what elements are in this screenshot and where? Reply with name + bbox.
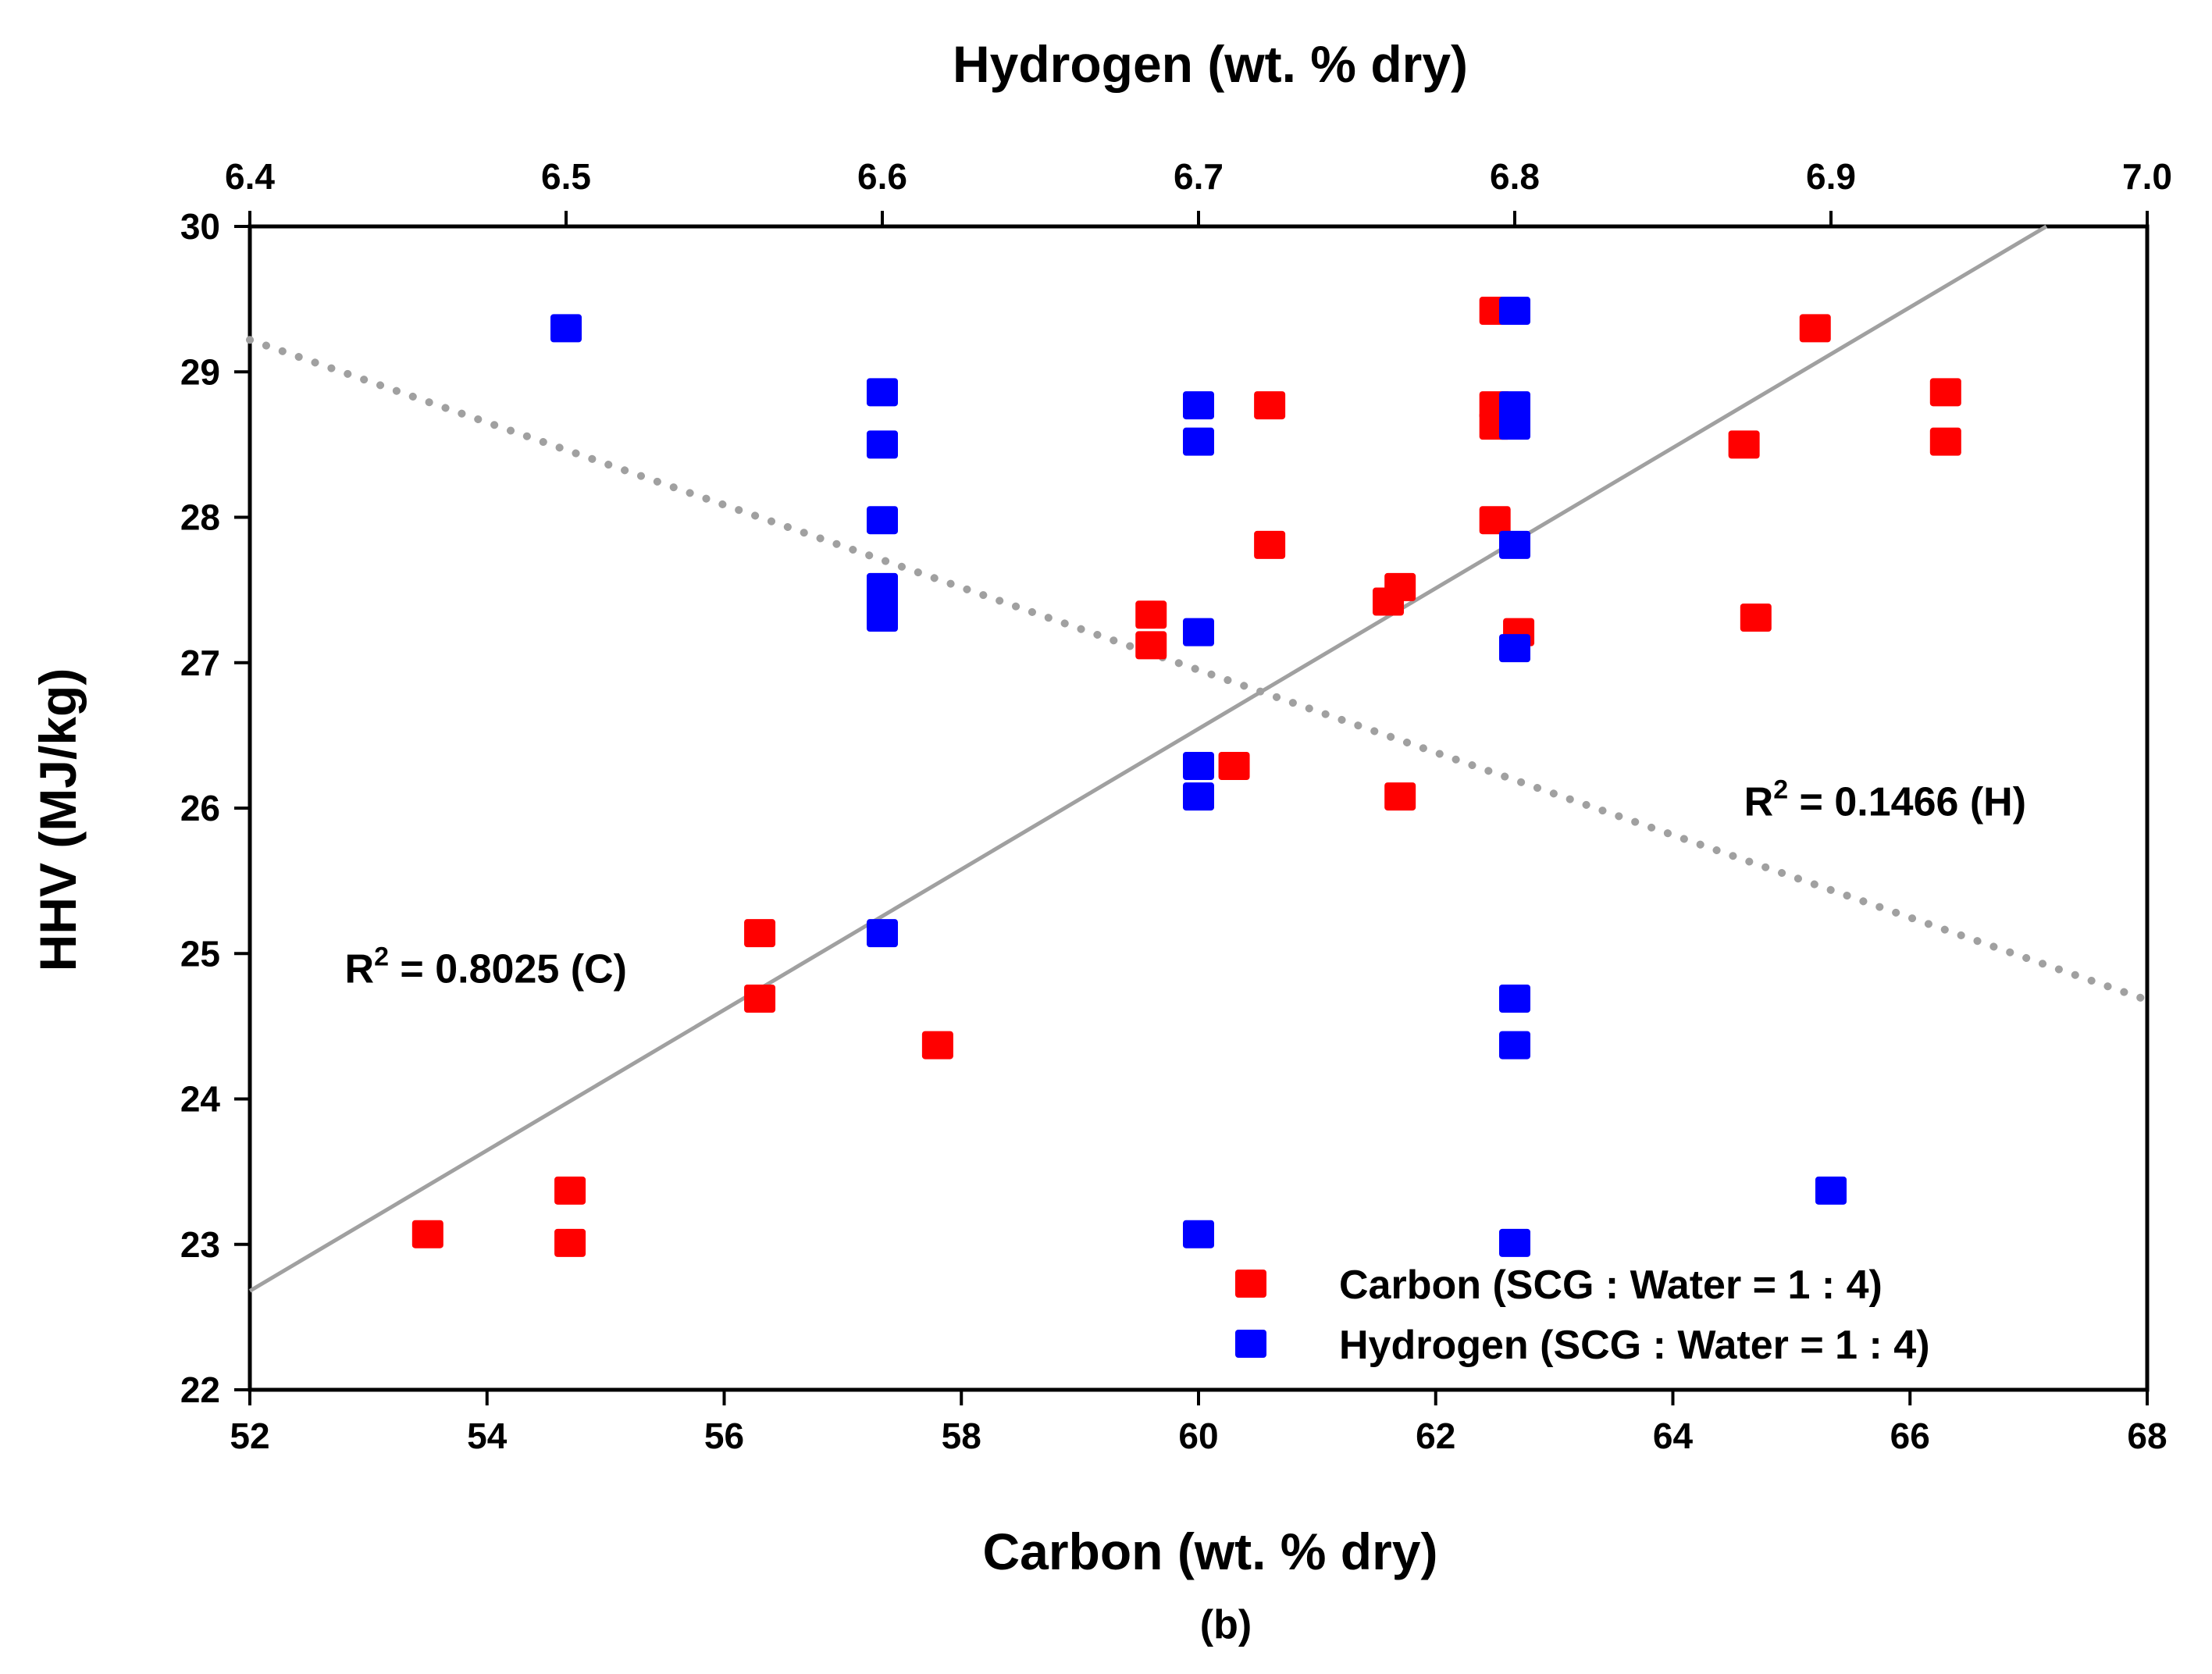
carbon-point (1929, 427, 1961, 456)
y-tick-label: 30 (180, 206, 220, 247)
carbon-point (1384, 572, 1416, 601)
x-tick-label: 68 (2127, 1416, 2167, 1456)
annotation-r2-carbon: R2 = 0.8025 (C) (345, 942, 627, 992)
y-tick-label: 28 (180, 497, 220, 538)
carbon-point (1799, 314, 1831, 343)
carbon-point (744, 919, 776, 948)
y-tick-label: 26 (180, 788, 220, 828)
carbon-point (554, 1176, 586, 1205)
figure-caption: (b) (1200, 1602, 1252, 1647)
data-points (411, 297, 1961, 1257)
y-axis-title: HHV (MJ/kg) (29, 668, 87, 972)
carbon-point (1135, 600, 1167, 629)
legend-marker-hydrogen (1235, 1330, 1266, 1358)
hydrogen-point (1183, 391, 1214, 420)
legend-label-hydrogen: Hydrogen (SCG : Water = 1 : 4) (1339, 1323, 1930, 1368)
x-tick-label: 62 (1416, 1416, 1455, 1456)
trendline-carbon-fit (248, 224, 2048, 1293)
x2-tick-label: 6.8 (1490, 156, 1540, 197)
hydrogen-point (1499, 1228, 1530, 1257)
x2-tick-label: 7.0 (2122, 156, 2172, 197)
legend-label-carbon: Carbon (SCG : Water = 1 : 4) (1339, 1263, 1883, 1308)
x-tick-label: 60 (1178, 1416, 1218, 1456)
x-tick-label: 52 (230, 1416, 269, 1456)
hydrogen-point (1499, 530, 1530, 559)
x2-tick-label: 6.7 (1174, 156, 1224, 197)
carbon-point (1384, 782, 1416, 811)
hydrogen-point (1499, 1031, 1530, 1060)
ticks-layer: 52 54 56 58 60 62 64 66 68 6.4 6.5 6.6 6.7 6.8 6.9 7.0 2… (180, 156, 2172, 1456)
carbon-point (1728, 430, 1760, 459)
hydrogen-point (867, 506, 898, 535)
legend: Carbon (SCG : Water = 1 : 4) Hydrogen (S… (1235, 1263, 1930, 1368)
hydrogen-point (1183, 427, 1214, 456)
x2-tick-label: 6.5 (541, 156, 591, 197)
carbon-point (1254, 391, 1286, 420)
hydrogen-point (1183, 751, 1214, 780)
y-tick-label: 22 (180, 1369, 220, 1410)
carbon-point (1740, 604, 1772, 632)
annotations: R2 = 0.8025 (C) R2 = 0.1466 (H) (345, 775, 2027, 992)
x2-tick-label: 6.4 (225, 156, 275, 197)
carbon-point (1929, 378, 1961, 407)
hydrogen-point (867, 604, 898, 632)
carbon-point (554, 1228, 586, 1257)
hydrogen-point (550, 314, 582, 343)
carbon-point (744, 984, 776, 1013)
y-tick-label: 23 (180, 1224, 220, 1265)
carbon-point (411, 1220, 443, 1248)
annotation-r2-hydrogen: R2 = 0.1466 (H) (1744, 775, 2026, 825)
hydrogen-point (1499, 984, 1530, 1013)
trendline-hydrogen-fit (246, 336, 2151, 1004)
hydrogen-point (1815, 1176, 1847, 1205)
hydrogen-point (1183, 782, 1214, 811)
x-tick-label: 56 (704, 1416, 744, 1456)
legend-marker-carbon (1235, 1270, 1266, 1298)
hydrogen-point (1499, 297, 1530, 326)
y-tick-label: 27 (180, 643, 220, 683)
x-tick-label: 54 (467, 1416, 508, 1456)
x-tick-label: 58 (942, 1416, 981, 1456)
carbon-point (921, 1031, 953, 1060)
x-tick-label: 64 (1653, 1416, 1694, 1456)
x-tick-label: 66 (1890, 1416, 1930, 1456)
carbon-point (1218, 751, 1250, 780)
y-tick-label: 25 (180, 933, 220, 974)
x2-axis-title: Hydrogen (wt. % dry) (953, 35, 1468, 93)
hydrogen-point (1499, 411, 1530, 440)
trendlines (246, 224, 2151, 1293)
hydrogen-point (1499, 634, 1530, 663)
hydrogen-point (1183, 618, 1214, 646)
y-tick-label: 24 (180, 1079, 221, 1120)
x2-tick-label: 6.6 (857, 156, 907, 197)
hydrogen-point (867, 430, 898, 459)
x-axis-title: Carbon (wt. % dry) (982, 1523, 1437, 1580)
y-tick-label: 29 (180, 351, 220, 392)
carbon-point (1479, 506, 1511, 535)
hydrogen-point (867, 378, 898, 407)
carbon-point (1254, 530, 1286, 559)
carbon-point (1135, 631, 1167, 660)
hydrogen-point (867, 919, 898, 948)
x2-tick-label: 6.9 (1806, 156, 1856, 197)
hydrogen-point (1183, 1220, 1214, 1248)
